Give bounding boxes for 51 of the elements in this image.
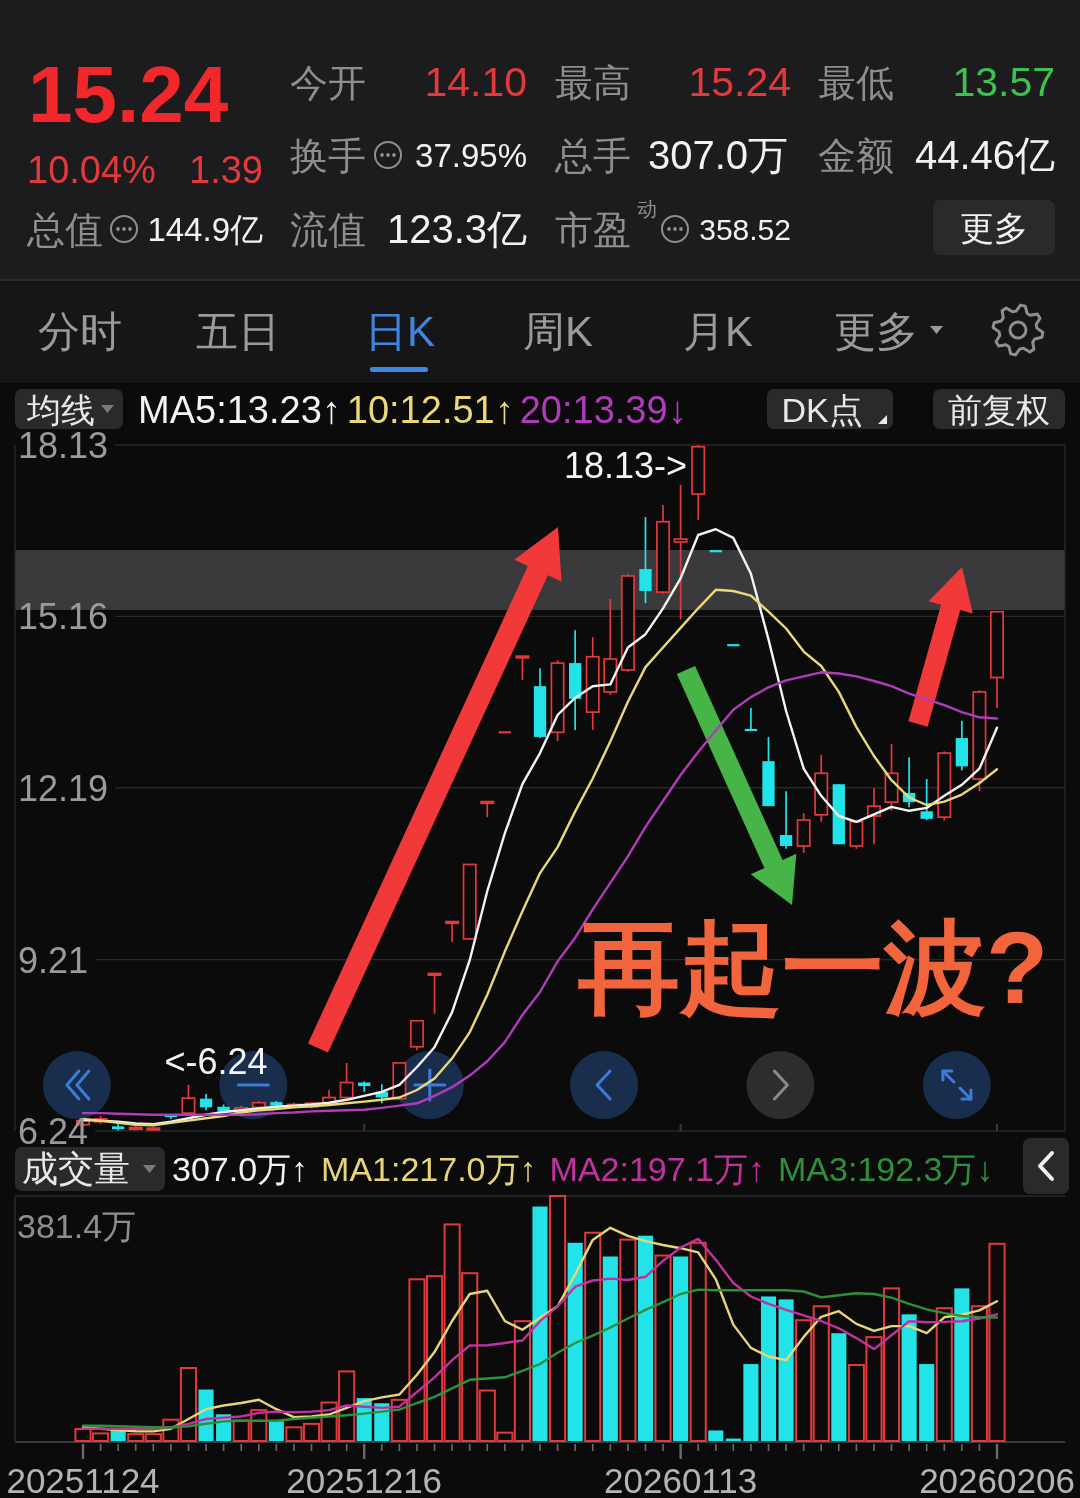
text: 13.57 [952, 59, 1055, 105]
text: 日K [364, 308, 436, 355]
text: 均线 [26, 391, 95, 429]
x-tick-label: 20260113 [604, 1461, 758, 1498]
y-tick-label: 12.19 [18, 767, 109, 809]
text: 10.04% [27, 149, 156, 191]
text: MA3:192.3万↓ [778, 1150, 994, 1188]
text: 更多 [960, 209, 1028, 247]
text: MA2:197.1万↑ [549, 1150, 765, 1188]
text: 市盈 [555, 209, 631, 251]
text: 最高 [555, 62, 631, 104]
text: 15.24 [688, 59, 791, 105]
text: 今开 [290, 62, 366, 104]
text: 总手 [554, 135, 631, 177]
text: 307.0万↑ [172, 1150, 309, 1188]
text: 15.24 [28, 50, 229, 139]
text: 1.39 [189, 149, 263, 191]
annotation: 381.4万 [17, 1207, 137, 1245]
text: 五日 [196, 308, 280, 355]
text: 20:13.39↓ [519, 389, 687, 431]
text: 成交量 [22, 1148, 130, 1189]
text: 动 [637, 198, 657, 220]
y-tick-label: 9.21 [18, 939, 89, 981]
text: 前复权 [948, 391, 1050, 429]
text: 144.9亿 [147, 211, 263, 248]
y-tick-label: 15.16 [18, 596, 109, 638]
annotation: 再起一波? [577, 911, 1049, 1025]
text: DK点 [781, 391, 863, 429]
text: 37.95% [415, 137, 527, 174]
text: 月K [682, 308, 754, 355]
x-tick-label: 20251124 [6, 1461, 160, 1498]
text: 123.3亿 [386, 207, 527, 251]
text: 14.10 [424, 59, 527, 105]
text: 金额 [818, 135, 894, 177]
text: 总值 [26, 209, 103, 251]
x-tick-label: 20251216 [286, 1461, 443, 1498]
x-tick-label: 20260206 [919, 1461, 1075, 1498]
text: 44.46亿 [914, 133, 1055, 177]
annotation: 18.13-> [563, 445, 688, 486]
text: MA5:13.23↑ [138, 389, 341, 431]
text: 10:12.51↑ [346, 389, 514, 431]
text: 流值 [290, 209, 366, 251]
text: 换手 [290, 135, 366, 177]
text: 307.0万 [647, 133, 788, 177]
text: 最低 [818, 62, 894, 104]
text: 358.52 [699, 213, 791, 246]
text: 更多 [834, 308, 918, 355]
text: 分时 [38, 308, 122, 355]
text: MA1:217.0万↑ [321, 1150, 537, 1188]
text: 周K [522, 308, 594, 355]
annotation: <-6.24 [164, 1041, 268, 1082]
